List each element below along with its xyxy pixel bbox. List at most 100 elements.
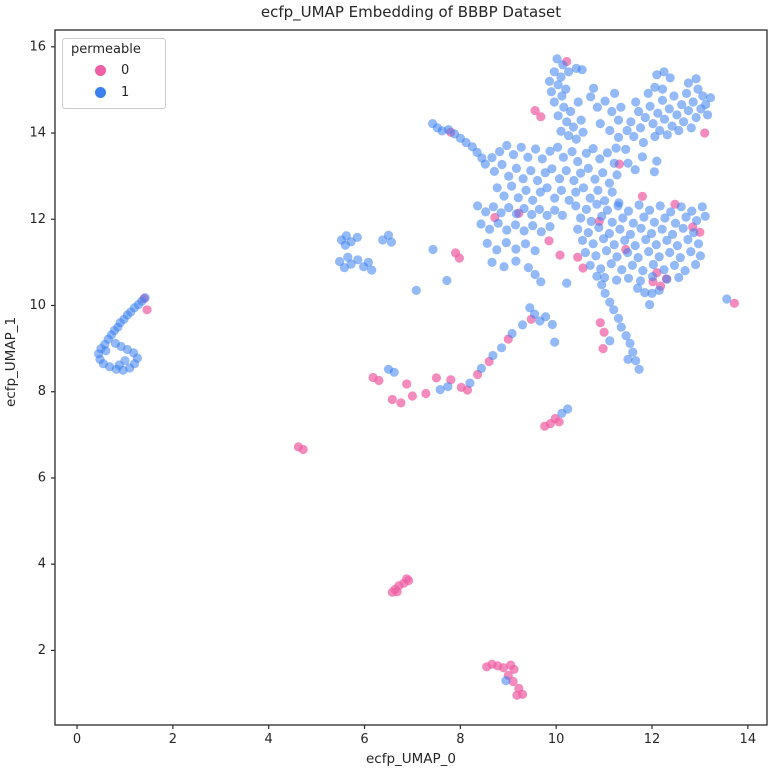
data-point-class-1 bbox=[554, 174, 565, 184]
data-point-class-1 bbox=[666, 207, 676, 217]
data-point-class-1 bbox=[586, 216, 596, 226]
data-point-class-1 bbox=[691, 74, 701, 84]
data-point-class-1 bbox=[547, 164, 557, 174]
data-point-class-1 bbox=[497, 159, 507, 170]
data-point-class-1 bbox=[502, 140, 512, 151]
data-point-class-1 bbox=[592, 199, 602, 209]
data-point-class-0 bbox=[431, 373, 441, 383]
data-point-class-1 bbox=[489, 166, 499, 176]
data-point-class-1 bbox=[352, 232, 362, 242]
data-point-class-0 bbox=[700, 128, 710, 138]
data-point-class-1 bbox=[577, 235, 588, 245]
data-point-class-1 bbox=[645, 101, 655, 111]
data-point-class-1 bbox=[662, 130, 672, 140]
data-point-class-1 bbox=[586, 92, 596, 102]
data-point-class-1 bbox=[571, 201, 581, 211]
data-point-class-1 bbox=[547, 319, 557, 330]
data-point-class-1 bbox=[604, 178, 615, 188]
data-point-class-1 bbox=[557, 91, 567, 101]
data-point-class-1 bbox=[588, 239, 598, 249]
data-point-class-1 bbox=[564, 131, 574, 141]
data-point-class-1 bbox=[651, 240, 661, 250]
data-point-class-1 bbox=[607, 187, 617, 197]
data-point-class-1 bbox=[609, 305, 619, 315]
data-point-class-1 bbox=[492, 183, 502, 193]
legend-title: permeable bbox=[71, 42, 141, 57]
data-point-class-1 bbox=[499, 191, 509, 201]
x-tick-label: 14 bbox=[740, 732, 757, 747]
data-point-class-1 bbox=[605, 297, 615, 307]
data-point-class-1 bbox=[488, 350, 498, 361]
data-point-class-1 bbox=[676, 202, 686, 212]
data-point-class-1 bbox=[616, 322, 626, 332]
x-tick-label: 12 bbox=[644, 732, 661, 747]
data-point-class-1 bbox=[655, 201, 665, 211]
data-point-class-1 bbox=[550, 193, 560, 203]
data-point-class-1 bbox=[549, 97, 559, 107]
data-point-class-1 bbox=[691, 259, 701, 270]
data-point-class-0 bbox=[387, 394, 397, 405]
data-point-class-1 bbox=[667, 121, 677, 131]
data-point-class-1 bbox=[504, 171, 514, 181]
data-point-class-1 bbox=[640, 112, 650, 123]
data-point-class-1 bbox=[571, 134, 581, 144]
data-point-class-1 bbox=[637, 152, 648, 162]
data-point-class-1 bbox=[672, 241, 683, 251]
data-point-class-0 bbox=[595, 318, 605, 328]
data-point-class-0 bbox=[599, 327, 609, 337]
data-point-class-1 bbox=[620, 235, 630, 245]
data-point-class-1 bbox=[561, 84, 571, 94]
data-point-class-1 bbox=[367, 265, 377, 275]
data-point-class-1 bbox=[557, 210, 568, 220]
y-tick-label: 2 bbox=[38, 643, 46, 658]
data-point-class-1 bbox=[526, 166, 536, 176]
x-tick-label: 0 bbox=[73, 732, 81, 747]
y-tick-label: 16 bbox=[29, 39, 46, 54]
data-point-class-1 bbox=[600, 196, 610, 206]
data-point-class-1 bbox=[669, 91, 679, 101]
data-point-class-1 bbox=[683, 78, 694, 88]
data-point-class-1 bbox=[626, 117, 636, 127]
data-point-class-1 bbox=[662, 274, 672, 284]
data-point-class-1 bbox=[693, 84, 703, 94]
data-point-class-1 bbox=[616, 102, 626, 112]
data-point-class-1 bbox=[623, 354, 633, 364]
data-point-class-0 bbox=[142, 305, 152, 315]
data-point-class-1 bbox=[507, 181, 517, 191]
x-tick-label: 2 bbox=[169, 732, 177, 747]
data-point-class-1 bbox=[495, 147, 505, 157]
data-point-class-0 bbox=[544, 236, 554, 246]
data-point-class-0 bbox=[454, 253, 464, 263]
data-point-class-1 bbox=[686, 123, 696, 133]
data-point-class-1 bbox=[630, 241, 640, 251]
data-point-class-1 bbox=[562, 117, 572, 127]
data-point-class-1 bbox=[576, 115, 586, 125]
data-point-class-1 bbox=[600, 272, 610, 283]
data-point-class-1 bbox=[540, 168, 550, 178]
data-point-class-1 bbox=[544, 76, 555, 86]
data-point-class-1 bbox=[576, 213, 586, 223]
data-point-class-1 bbox=[487, 257, 497, 267]
data-point-class-1 bbox=[550, 205, 560, 215]
data-point-class-1 bbox=[536, 277, 546, 287]
data-point-class-1 bbox=[683, 234, 693, 245]
data-point-class-1 bbox=[518, 320, 528, 330]
data-point-class-1 bbox=[588, 144, 598, 154]
data-point-class-1 bbox=[502, 225, 512, 235]
data-point-class-1 bbox=[623, 158, 633, 168]
data-point-class-1 bbox=[692, 216, 702, 226]
data-point-class-1 bbox=[652, 70, 662, 80]
data-point-class-1 bbox=[530, 246, 540, 256]
data-point-class-1 bbox=[581, 148, 592, 158]
data-point-class-1 bbox=[628, 218, 638, 228]
data-point-class-1 bbox=[563, 404, 573, 414]
data-point-class-1 bbox=[340, 240, 350, 250]
data-point-class-0 bbox=[729, 298, 740, 308]
data-point-class-1 bbox=[628, 347, 638, 357]
data-point-class-1 bbox=[435, 385, 445, 395]
data-point-class-1 bbox=[537, 154, 547, 164]
data-point-class-1 bbox=[596, 264, 606, 274]
data-point-class-1 bbox=[546, 87, 557, 97]
data-point-class-1 bbox=[722, 294, 732, 304]
data-point-class-1 bbox=[501, 676, 511, 686]
